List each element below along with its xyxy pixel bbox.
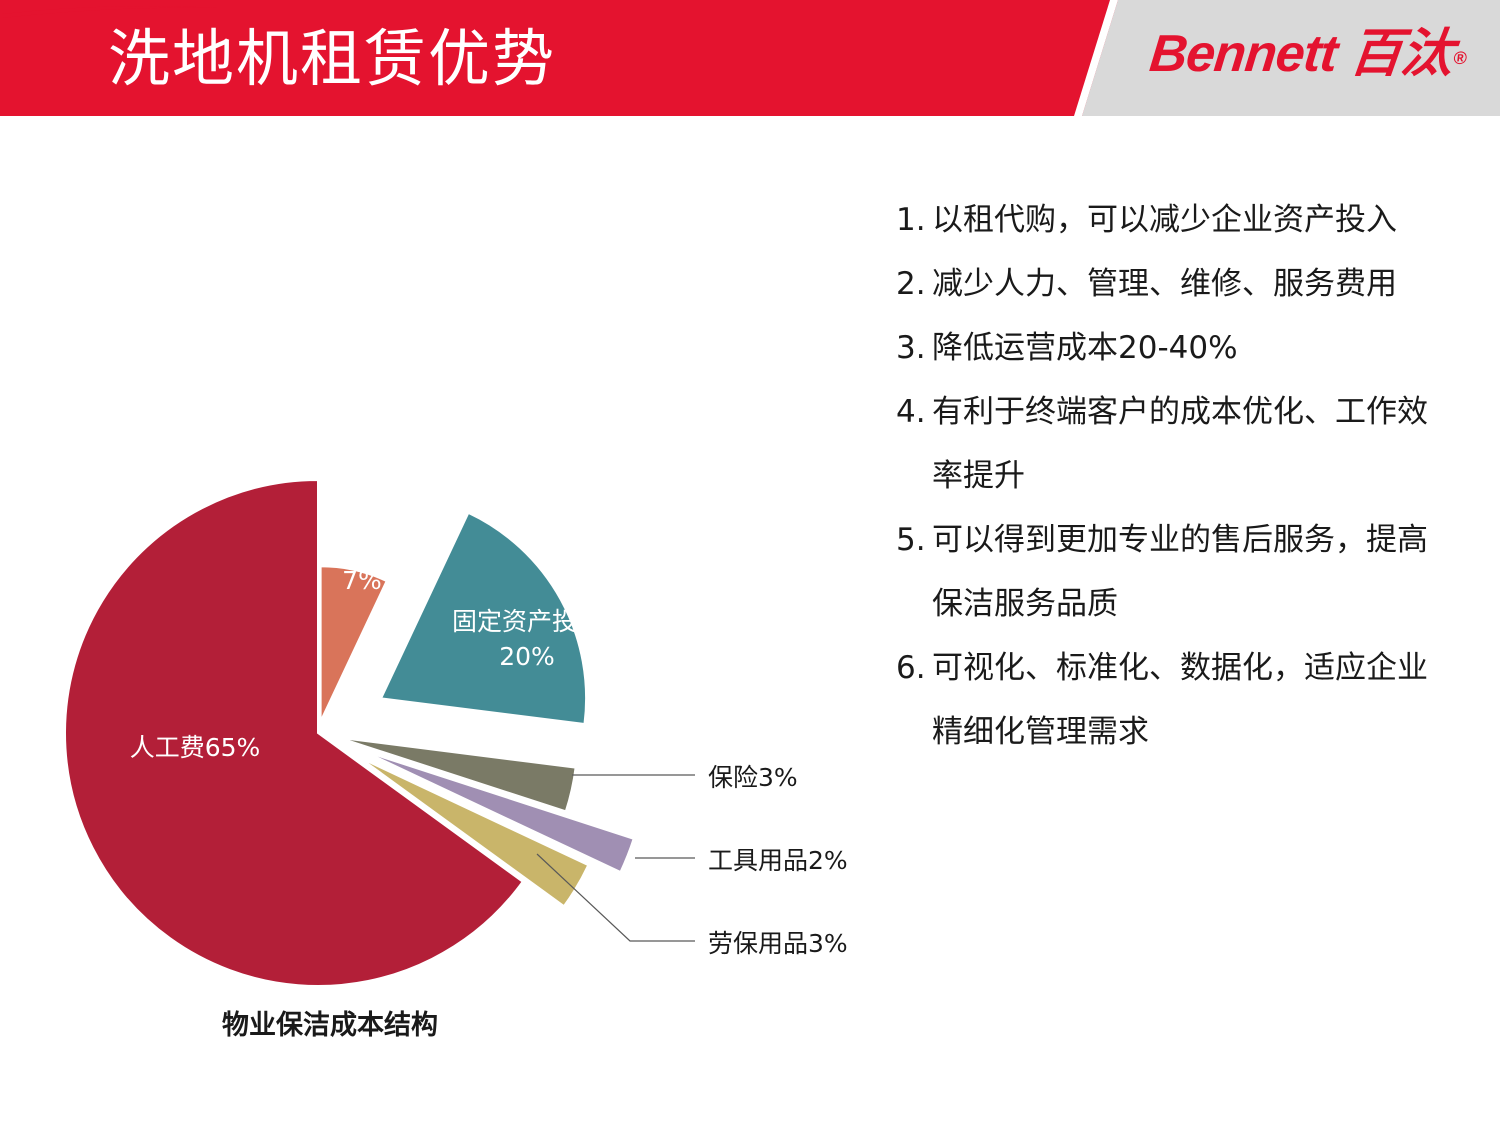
pie-slice — [319, 565, 388, 722]
advantage-list: 1. 以租代购，可以减少企业资产投入 2. 减少人力、管理、维修、服务费用 3. 降低运营… — [896, 188, 1456, 764]
advantage-number: 3. — [896, 330, 926, 366]
slice-label: 保险3% — [708, 763, 798, 792]
advantage-number: 5. — [896, 522, 926, 558]
banner-divider — [1074, 0, 1118, 116]
advantage-text: 降低运营成本20-40% — [932, 330, 1238, 366]
brand-logo-text: Bennett 百汰 — [1146, 25, 1456, 83]
slice-label: 工具用品2% — [708, 846, 848, 875]
pie-slice — [362, 749, 635, 874]
pie-slice — [379, 511, 588, 726]
slice-label: 20% — [499, 642, 555, 671]
advantage-item: 4. 有利于终端客户的成本优化、工作效率提升 — [896, 380, 1456, 508]
pie-slice — [64, 478, 525, 987]
advantage-number: 2. — [896, 266, 926, 302]
advantage-text: 有利于终端客户的成本优化、工作效率提升 — [932, 394, 1428, 494]
advantage-item: 6. 可视化、标准化、数据化，适应企业精细化管理需求 — [896, 636, 1456, 764]
advantage-number: 4. — [896, 394, 926, 430]
brand-logo: Bennett 百汰® — [1147, 24, 1470, 84]
advantage-text: 减少人力、管理、维修、服务费用 — [932, 266, 1397, 302]
advantage-number: 6. — [896, 650, 926, 686]
slice-label: 人工费65% — [130, 733, 261, 762]
advantage-number: 1. — [896, 202, 926, 238]
slice-label: 劳保用品3% — [708, 929, 848, 958]
registered-mark: ® — [1452, 48, 1467, 68]
advantage-text: 可视化、标准化、数据化，适应企业精细化管理需求 — [932, 650, 1428, 750]
slice-label: 固定资产投入 — [452, 607, 602, 636]
advantage-item: 3. 降低运营成本20-40% — [896, 316, 1456, 380]
slice-label: 水电 — [337, 496, 387, 525]
pie-slice — [339, 736, 577, 813]
slice-label: 7% — [342, 566, 382, 595]
slice-label: 费等 — [337, 531, 387, 560]
page-title: 洗地机租赁优势 — [108, 22, 557, 95]
header-banner: 洗地机租赁优势 Bennett 百汰® — [0, 0, 1500, 116]
advantage-item: 2. 减少人力、管理、维修、服务费用 — [896, 252, 1456, 316]
advantage-item: 5. 可以得到更加专业的售后服务，提高保洁服务品质 — [896, 508, 1456, 636]
advantage-text: 可以得到更加专业的售后服务，提高保洁服务品质 — [932, 522, 1428, 622]
chart-title: 物业保洁成本结构 — [222, 1010, 438, 1041]
pie-slice — [358, 756, 590, 908]
advantage-text: 以租代购，可以减少企业资产投入 — [932, 202, 1397, 238]
banner-background — [0, 0, 1500, 116]
logo-swoosh-icon — [2, 6, 218, 18]
leader-line — [536, 853, 695, 942]
logo-panel — [1082, 0, 1500, 116]
advantage-item: 1. 以租代购，可以减少企业资产投入 — [896, 188, 1456, 252]
